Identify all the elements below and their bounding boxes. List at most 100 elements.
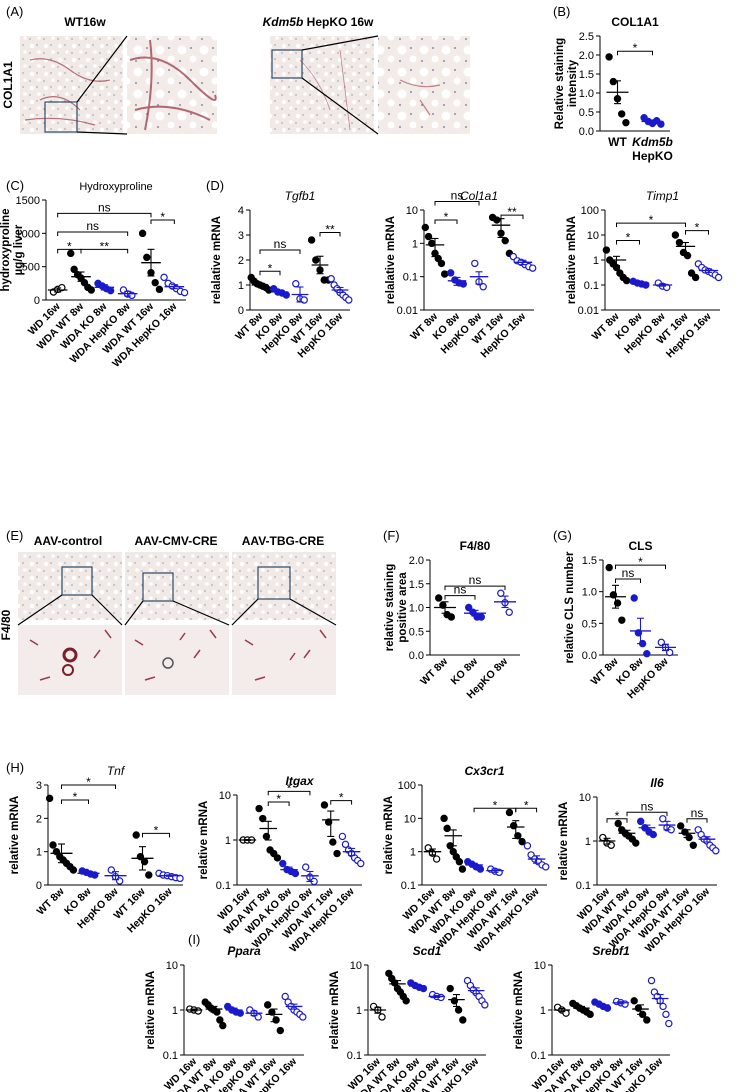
micrograph-aav-control xyxy=(18,552,122,695)
data-point xyxy=(341,840,350,849)
significance-label: ** xyxy=(325,223,335,237)
significance-label: ns xyxy=(641,799,654,813)
data-point xyxy=(603,1004,612,1012)
data-point xyxy=(264,1001,272,1009)
significance-label: * xyxy=(695,221,700,235)
panel-label-e: (E) xyxy=(6,528,23,543)
y-tick-label: 10 xyxy=(587,230,599,242)
significance-bracket xyxy=(434,219,458,225)
data-point xyxy=(622,276,631,285)
data-point xyxy=(329,838,337,846)
data-point xyxy=(481,1001,489,1009)
data-point xyxy=(115,877,124,885)
y-tick-label: 1 xyxy=(238,280,244,292)
data-point xyxy=(630,997,638,1005)
significance-bracket xyxy=(444,585,506,591)
y-tick-label: 3 xyxy=(238,230,244,242)
significance-label: * xyxy=(86,775,91,789)
data-point xyxy=(476,865,485,873)
data-point xyxy=(586,1010,594,1019)
data-point xyxy=(219,1021,227,1030)
zoom-line xyxy=(76,131,128,135)
data-point xyxy=(338,832,347,841)
panel-a-title-wt: WT16w xyxy=(64,15,106,29)
data-point xyxy=(605,53,613,61)
significance-bracket xyxy=(615,564,666,570)
significance-label: * xyxy=(154,823,159,837)
significance-bracket xyxy=(626,811,668,817)
data-point xyxy=(505,808,514,817)
significance-label: * xyxy=(633,41,638,55)
significance-bracket xyxy=(142,832,170,838)
data-point xyxy=(432,855,441,863)
data-point xyxy=(447,613,455,621)
y-tick-label: 1 xyxy=(225,835,231,847)
significance-bracket xyxy=(259,249,301,254)
data-point xyxy=(327,275,335,283)
y-tick-label: 10 xyxy=(219,790,231,802)
data-point xyxy=(155,285,164,294)
data-point xyxy=(665,1019,673,1028)
y-tick-label: 0 xyxy=(34,295,40,307)
data-point xyxy=(276,1026,284,1035)
chart-f: F4/80 0.0 0.5 1.0 1.5 2.0 relative staining pos… xyxy=(384,539,520,701)
data-point xyxy=(714,273,723,282)
significance-label: * xyxy=(73,790,78,804)
data-point xyxy=(675,238,684,247)
significance-bracket xyxy=(150,219,175,224)
y-axis-label: intensity xyxy=(567,59,579,107)
panel-label-f: (F) xyxy=(383,528,400,543)
data-point xyxy=(643,650,651,658)
y-tick-label: 1 xyxy=(36,847,42,859)
data-point xyxy=(458,865,467,873)
zoom-line xyxy=(301,35,379,51)
significance-label: ** xyxy=(507,205,517,219)
data-point xyxy=(562,1009,570,1017)
data-point xyxy=(87,286,95,294)
data-point xyxy=(659,815,667,823)
data-point xyxy=(435,594,443,602)
panel-a-side-label: COL1A1 xyxy=(1,61,15,109)
zoom-line xyxy=(231,598,259,626)
significance-bracket xyxy=(434,200,480,206)
chart-title: CLS xyxy=(629,539,653,553)
chart-title: Timp1 xyxy=(646,189,679,203)
y-tick-label: 1 xyxy=(412,238,418,250)
y-tick-label: 0.1 xyxy=(163,1050,178,1062)
y-tick-label: 1.0 xyxy=(409,603,424,615)
y-axis-label: Relative staining xyxy=(554,38,566,129)
significance-label: * xyxy=(444,210,449,224)
significance-label: ns xyxy=(274,237,287,251)
significance-label: * xyxy=(339,791,344,805)
chart-title: Tnf xyxy=(107,764,126,778)
y-tick-label: 0 xyxy=(238,305,244,317)
y-tick-label: 2 xyxy=(36,813,42,825)
zoom-line xyxy=(91,594,123,626)
data-point xyxy=(312,256,320,264)
data-point xyxy=(324,818,333,826)
significance-bracket xyxy=(259,270,281,276)
y-axis-label: relative mRNA xyxy=(198,801,210,880)
data-point xyxy=(454,1006,463,1014)
data-point xyxy=(307,236,316,244)
significance-bracket xyxy=(267,801,290,806)
significance-label: ns xyxy=(454,583,467,597)
x-tick-label: HepKO xyxy=(632,149,673,163)
micrograph-aav-cmv-cre xyxy=(125,552,229,695)
zoom-line xyxy=(17,594,63,626)
data-point xyxy=(345,296,353,304)
data-point xyxy=(259,814,267,823)
zoom-line xyxy=(301,77,379,135)
y-tick-label: 0.5 xyxy=(579,107,594,119)
significance-bracket xyxy=(616,240,640,245)
chart-title: Ppara xyxy=(227,944,261,958)
panel-label-h: (H) xyxy=(6,760,24,775)
panel-a-title-ko-gene: Kdm5b xyxy=(263,15,304,29)
data-point xyxy=(443,824,451,833)
data-point xyxy=(419,984,428,993)
significance-label: * xyxy=(287,781,292,795)
data-point xyxy=(424,232,433,241)
